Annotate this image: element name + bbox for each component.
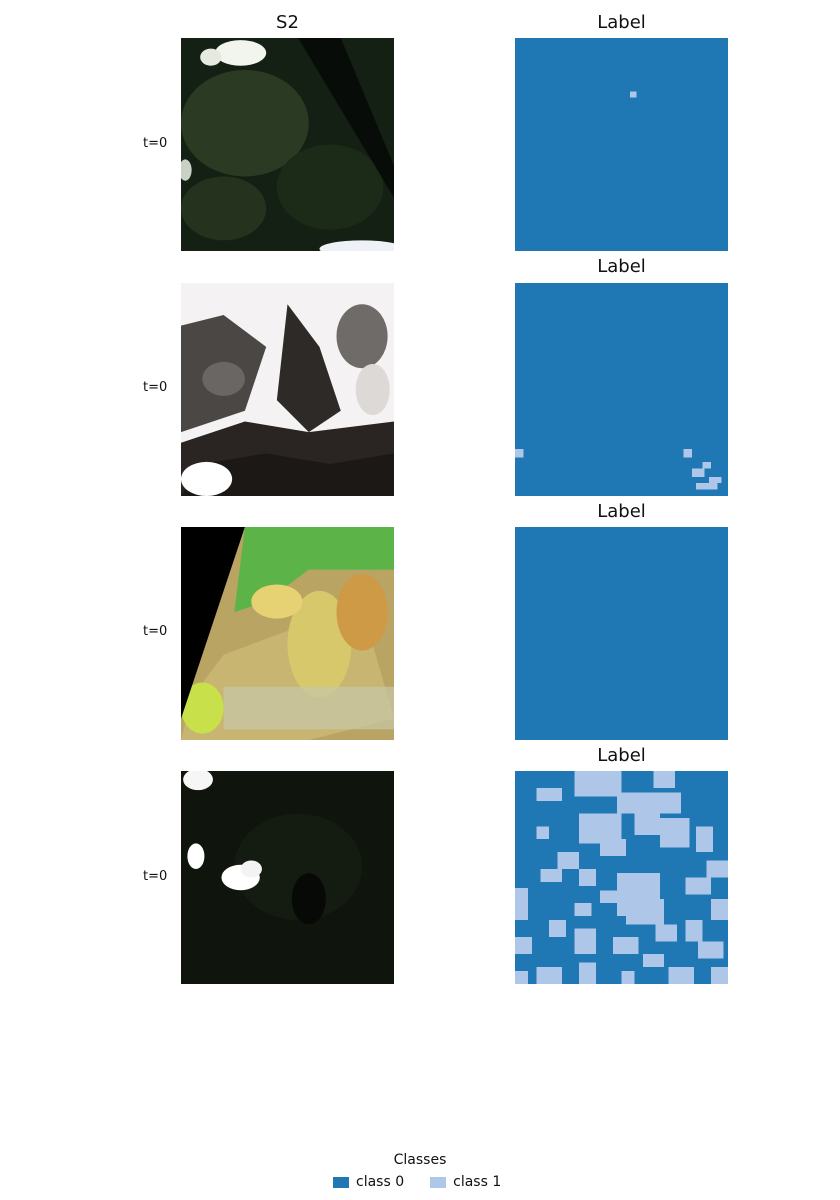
time-label-row-3: t=0	[143, 624, 168, 639]
s2-image-row-4	[181, 771, 394, 984]
legend-item-class-1: class 1	[430, 1174, 501, 1190]
legend-item-class-0: class 0	[333, 1174, 404, 1190]
s2-column-title: S2	[276, 12, 299, 33]
label-title-row-2: Label	[597, 256, 646, 277]
label-map-row-1	[515, 38, 728, 251]
legend-swatch-class-0	[333, 1176, 349, 1188]
time-label-row-2: t=0	[143, 380, 168, 395]
label-column-title: Label	[597, 12, 646, 33]
time-label-row-1: t=0	[143, 136, 168, 151]
legend-label-class-0: class 0	[356, 1174, 405, 1190]
legend: class 0 class 1	[333, 1174, 527, 1190]
label-map-row-4	[515, 771, 728, 984]
legend-swatch-class-1	[430, 1176, 447, 1188]
label-title-row-3: Label	[597, 501, 646, 522]
s2-image-row-1	[181, 38, 394, 251]
label-map-row-3	[515, 527, 728, 740]
label-title-row-4: Label	[597, 745, 646, 766]
s2-image-row-3	[181, 527, 394, 740]
time-label-row-4: t=0	[143, 869, 168, 884]
legend-label-class-1: class 1	[453, 1174, 502, 1190]
label-map-row-2	[515, 283, 728, 496]
s2-image-row-2	[181, 283, 394, 496]
legend-title: Classes	[393, 1152, 447, 1168]
